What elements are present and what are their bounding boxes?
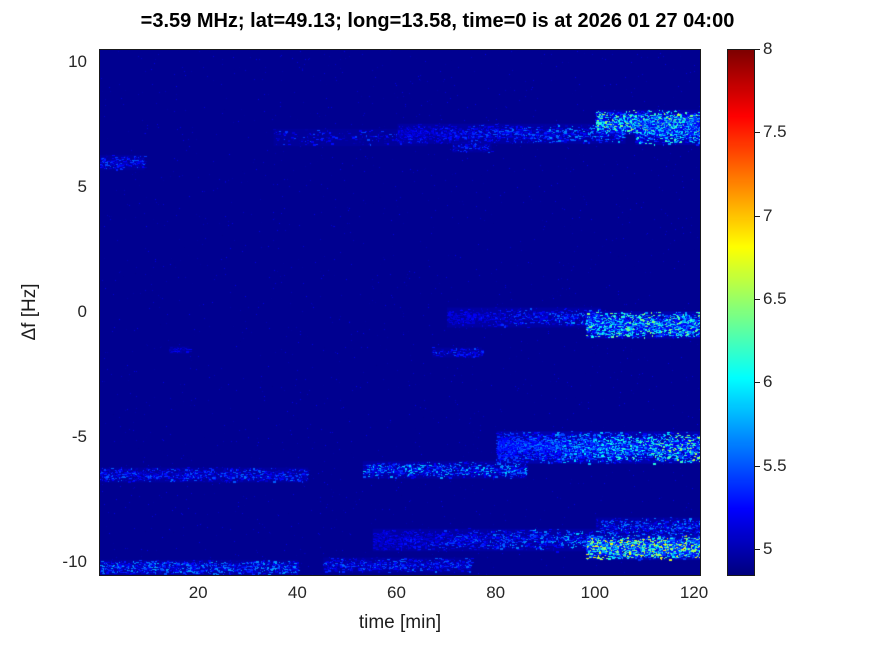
colorbar-tick-mark (754, 299, 760, 300)
y-tick-label: 0 (77, 301, 87, 321)
x-tick-label: 120 (679, 583, 709, 602)
colorbar-tick-label: 5.5 (763, 455, 787, 475)
colorbar-tick-label: 8 (763, 39, 773, 58)
colorbar-canvas (728, 50, 754, 575)
y-tick-label: -5 (71, 426, 87, 446)
x-axis-label: time [min] (358, 612, 442, 633)
x-tick-label: 100 (580, 583, 610, 602)
y-tick-label: 5 (77, 176, 87, 196)
colorbar-tick-label: 6 (763, 372, 773, 392)
x-tick-label: 60 (387, 583, 406, 602)
colorbar-tick-label: 7.5 (763, 122, 787, 142)
plot-area (99, 49, 701, 576)
colorbar-tick-mark (754, 465, 760, 467)
colorbar-tick-mark (754, 382, 760, 384)
colorbar-tick-label: 5 (763, 539, 773, 558)
colorbar-tick-label: 6.5 (763, 289, 787, 308)
y-tick-label: 10 (68, 51, 87, 71)
y-tick-label: -10 (62, 551, 87, 571)
colorbar-tick-label: 7 (763, 205, 773, 225)
chart-title: =3.59 MHz; lat=49.13; long=13.58, time=0… (140, 10, 735, 32)
x-tick-label: 80 (486, 583, 506, 602)
x-tick-label: 20 (188, 583, 208, 602)
heatmap-canvas (100, 50, 700, 575)
colorbar-tick-mark (754, 549, 760, 550)
colorbar-tick-mark (754, 215, 760, 217)
colorbar-tick-mark (754, 132, 760, 134)
colorbar (727, 49, 755, 576)
x-tick-label: 40 (287, 583, 307, 602)
colorbar-tick-mark (754, 49, 760, 50)
